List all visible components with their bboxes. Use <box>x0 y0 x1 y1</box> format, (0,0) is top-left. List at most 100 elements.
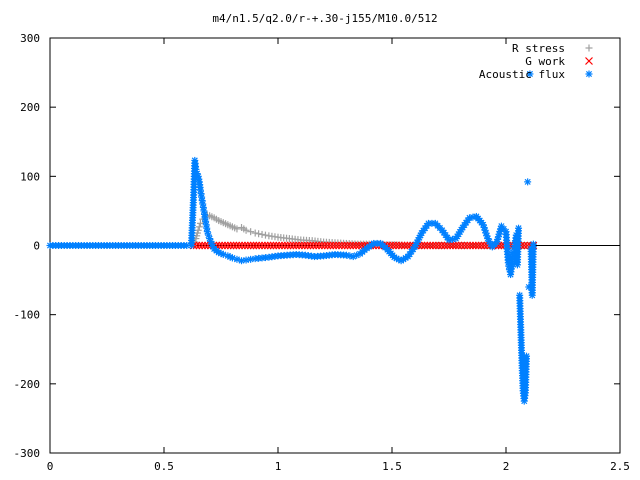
data-point <box>243 241 252 250</box>
data-point <box>434 241 443 250</box>
legend-marker <box>585 57 593 65</box>
data-point <box>201 241 209 250</box>
data-point <box>429 241 437 250</box>
data-point <box>218 241 227 250</box>
data-point <box>443 241 452 250</box>
data-point <box>303 241 312 250</box>
data-point <box>423 241 432 250</box>
x-tick-label: 0.5 <box>154 460 174 473</box>
y-tick-label: 0 <box>33 240 40 253</box>
data-point <box>269 241 278 250</box>
data-point <box>203 228 211 236</box>
data-point <box>524 178 532 186</box>
data-point <box>440 241 449 250</box>
data-point <box>426 241 435 250</box>
data-point <box>431 241 440 250</box>
data-point <box>221 241 229 250</box>
data-point <box>349 241 358 250</box>
data-point <box>529 240 537 248</box>
data-point <box>397 241 406 250</box>
y-tick-label: 300 <box>20 32 40 45</box>
data-point <box>272 241 281 250</box>
legend-item-r-stress: R stress <box>512 42 593 55</box>
data-point <box>454 241 463 250</box>
data-point <box>223 241 232 250</box>
data-point <box>337 241 346 250</box>
data-point <box>451 241 460 250</box>
data-point <box>343 241 352 250</box>
data-point <box>457 241 466 250</box>
x-tick-label: 1.5 <box>382 460 402 473</box>
data-point <box>255 230 263 238</box>
data-point <box>247 255 255 263</box>
data-point <box>260 241 269 250</box>
series-acoustic-flux <box>46 70 537 405</box>
data-point <box>309 241 318 250</box>
data-point <box>194 226 202 234</box>
data-point <box>226 241 235 250</box>
data-point <box>523 352 531 360</box>
data-point <box>195 241 204 250</box>
data-point <box>463 241 472 250</box>
y-tick-label: -200 <box>14 378 41 391</box>
data-point <box>286 241 295 250</box>
data-point <box>235 241 244 250</box>
plot-marks <box>46 70 538 405</box>
data-point <box>477 241 486 250</box>
data-point <box>437 241 446 250</box>
data-point <box>198 241 207 250</box>
data-point <box>320 241 329 250</box>
legend-label: R stress <box>512 42 565 55</box>
legend-item-g-work: G work <box>525 55 593 68</box>
legend-label: Acoustic flux <box>479 68 565 81</box>
data-point <box>323 241 332 250</box>
data-point <box>420 241 429 250</box>
y-tick-label: 200 <box>20 101 40 114</box>
data-point <box>280 241 289 250</box>
data-point <box>283 241 292 250</box>
data-point <box>238 257 246 265</box>
data-point <box>340 241 349 250</box>
data-point <box>246 241 255 250</box>
data-point <box>515 224 523 232</box>
data-point <box>251 229 259 237</box>
data-point <box>232 241 241 250</box>
plot-axes: -300 -200 -100 0 100 200 300 0 0.5 1 1.5 2 2.5 <box>14 32 630 473</box>
legend-label: G work <box>525 55 565 68</box>
data-point <box>466 241 475 250</box>
chart-title: m4/n1.5/q2.0/r-+.30-j155/M10.0/512 <box>212 12 437 25</box>
data-point <box>247 228 255 236</box>
data-point <box>317 241 326 250</box>
data-point <box>233 225 241 233</box>
data-point <box>312 241 321 250</box>
data-point <box>289 241 298 250</box>
data-point <box>292 241 301 250</box>
data-point <box>403 241 412 250</box>
data-point <box>195 223 203 231</box>
data-point <box>242 226 250 234</box>
data-point <box>474 241 483 250</box>
data-point <box>275 241 284 250</box>
data-point <box>300 241 309 250</box>
legend-item-acoustic-flux: Acoustic flux <box>479 68 593 81</box>
data-point <box>258 230 266 238</box>
data-point <box>460 241 469 250</box>
data-point <box>392 241 400 250</box>
x-tick-label: 2 <box>503 460 510 473</box>
data-point <box>255 241 264 250</box>
x-tick-label: 1 <box>275 460 282 473</box>
data-point <box>346 241 355 250</box>
data-point <box>493 238 501 246</box>
data-point <box>261 231 269 239</box>
data-point <box>315 241 323 250</box>
data-point <box>469 241 477 250</box>
data-point <box>332 241 341 250</box>
data-point <box>471 241 480 250</box>
data-point <box>306 241 315 250</box>
data-point <box>417 241 426 250</box>
data-point <box>526 70 534 78</box>
data-point <box>394 241 403 250</box>
data-point <box>263 241 272 250</box>
data-point <box>229 241 238 250</box>
